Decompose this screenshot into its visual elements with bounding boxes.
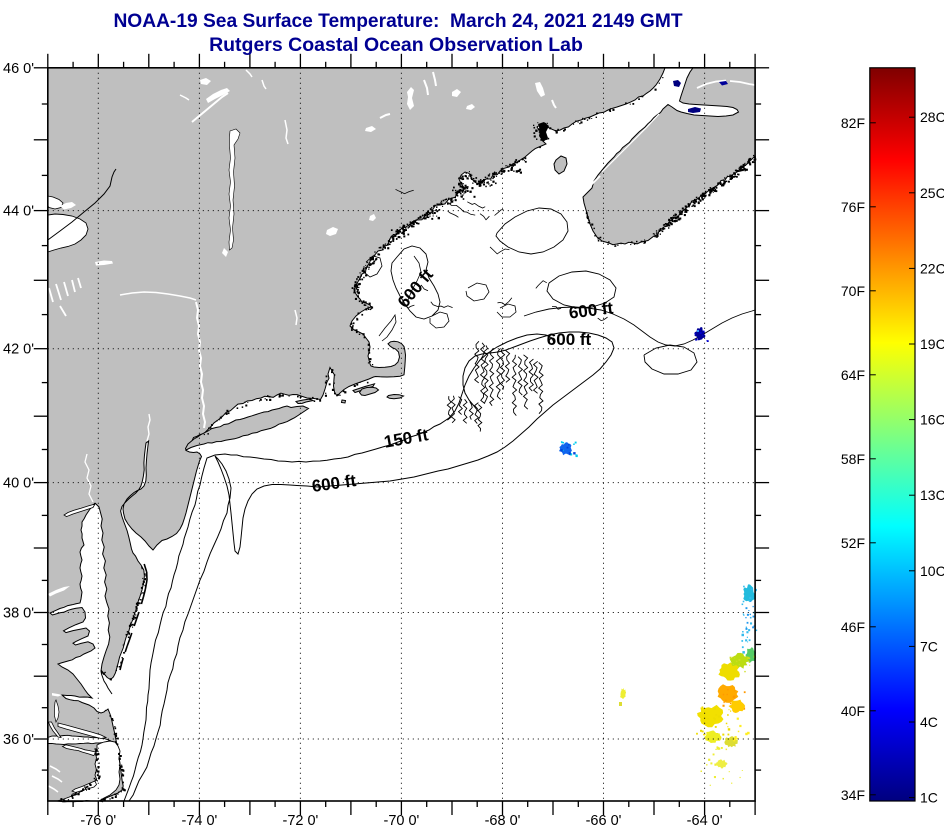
svg-text:82F: 82F	[841, 115, 865, 131]
svg-text:4C: 4C	[920, 714, 938, 730]
svg-text:25C: 25C	[920, 185, 944, 201]
svg-text:7C: 7C	[920, 638, 938, 654]
svg-text:44 0': 44 0'	[3, 204, 34, 220]
svg-text:38 0': 38 0'	[3, 606, 34, 622]
svg-text:10C: 10C	[920, 563, 944, 579]
svg-text:42 0': 42 0'	[3, 342, 34, 358]
svg-text:76F: 76F	[841, 199, 865, 215]
svg-text:34F: 34F	[841, 787, 865, 803]
svg-text:40 0': 40 0'	[3, 476, 34, 492]
svg-text:46 0': 46 0'	[3, 61, 34, 77]
svg-text:70F: 70F	[841, 283, 865, 299]
svg-text:46F: 46F	[841, 619, 865, 635]
svg-text:-66 0': -66 0'	[586, 813, 622, 829]
svg-text:28C: 28C	[920, 109, 944, 125]
svg-text:Rutgers Coastal Ocean Observat: Rutgers Coastal Ocean Observation Lab	[209, 34, 583, 56]
svg-text:58F: 58F	[841, 451, 865, 467]
svg-text:-72 0': -72 0'	[282, 813, 318, 829]
svg-text:1C: 1C	[920, 790, 938, 806]
svg-text:-70 0': -70 0'	[383, 813, 419, 829]
svg-text:64F: 64F	[841, 367, 865, 383]
svg-text:NOAA-19 Sea Surface Temperatur: NOAA-19 Sea Surface Temperature: March 2…	[113, 11, 682, 32]
svg-text:36 0': 36 0'	[3, 732, 34, 748]
svg-text:600 ft: 600 ft	[547, 330, 592, 349]
svg-text:-76 0': -76 0'	[80, 813, 116, 829]
svg-text:16C: 16C	[920, 412, 944, 428]
svg-text:40F: 40F	[841, 703, 865, 719]
svg-text:19C: 19C	[920, 336, 944, 352]
svg-text:-68 0': -68 0'	[485, 813, 521, 829]
svg-text:52F: 52F	[841, 535, 865, 551]
svg-text:22C: 22C	[920, 260, 944, 276]
svg-text:-64 0': -64 0'	[687, 813, 723, 829]
svg-text:-74 0': -74 0'	[181, 813, 217, 829]
svg-text:13C: 13C	[920, 487, 944, 503]
